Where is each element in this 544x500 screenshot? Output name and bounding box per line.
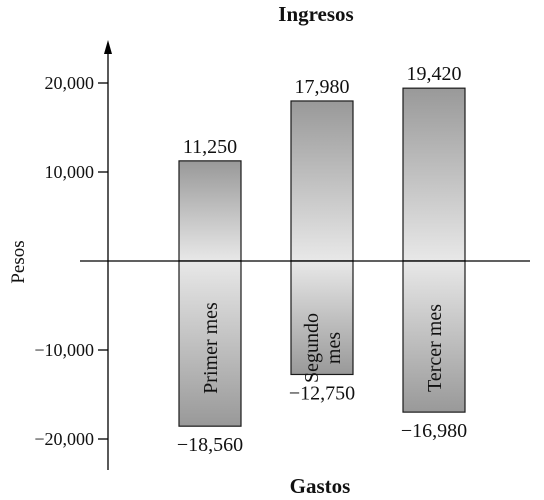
category-label-2-line-2: mes xyxy=(323,332,345,364)
data-label-income-1: 11,250 xyxy=(183,136,237,158)
plot-area: 11,250 −18,560 17,980 −12,750 19,420 −16,980 P… xyxy=(34,40,530,470)
y-tick-label-4: −20,000 xyxy=(34,429,94,449)
data-label-expense-3: −16,980 xyxy=(401,420,467,442)
y-tick-label-1: 20,000 xyxy=(45,73,95,93)
bar-income-3 xyxy=(402,87,466,262)
category-label-3-line-1: Tercer mes xyxy=(424,304,446,392)
y-axis-arrow xyxy=(104,40,112,54)
data-label-income-3: 19,420 xyxy=(407,63,462,85)
bar-income-2 xyxy=(290,100,354,262)
y-tick-label-3: −10,000 xyxy=(34,340,94,360)
bottom-label: Gastos xyxy=(290,474,351,498)
data-label-income-2: 17,980 xyxy=(295,76,350,98)
y-axis-label: Pesos xyxy=(8,240,29,283)
bar-income-1 xyxy=(178,160,242,262)
category-label-1-line-1: Primer mes xyxy=(200,302,222,394)
category-label-2-line-1: Segundo xyxy=(301,313,323,383)
chart-title: Ingresos xyxy=(278,2,353,26)
bar-expense-1 xyxy=(178,260,242,427)
data-label-expense-2: −12,750 xyxy=(289,382,355,404)
y-tick-label-2: 10,000 xyxy=(45,162,95,182)
bar-expense-2 xyxy=(290,260,354,376)
data-label-expense-1: −18,560 xyxy=(177,434,243,456)
